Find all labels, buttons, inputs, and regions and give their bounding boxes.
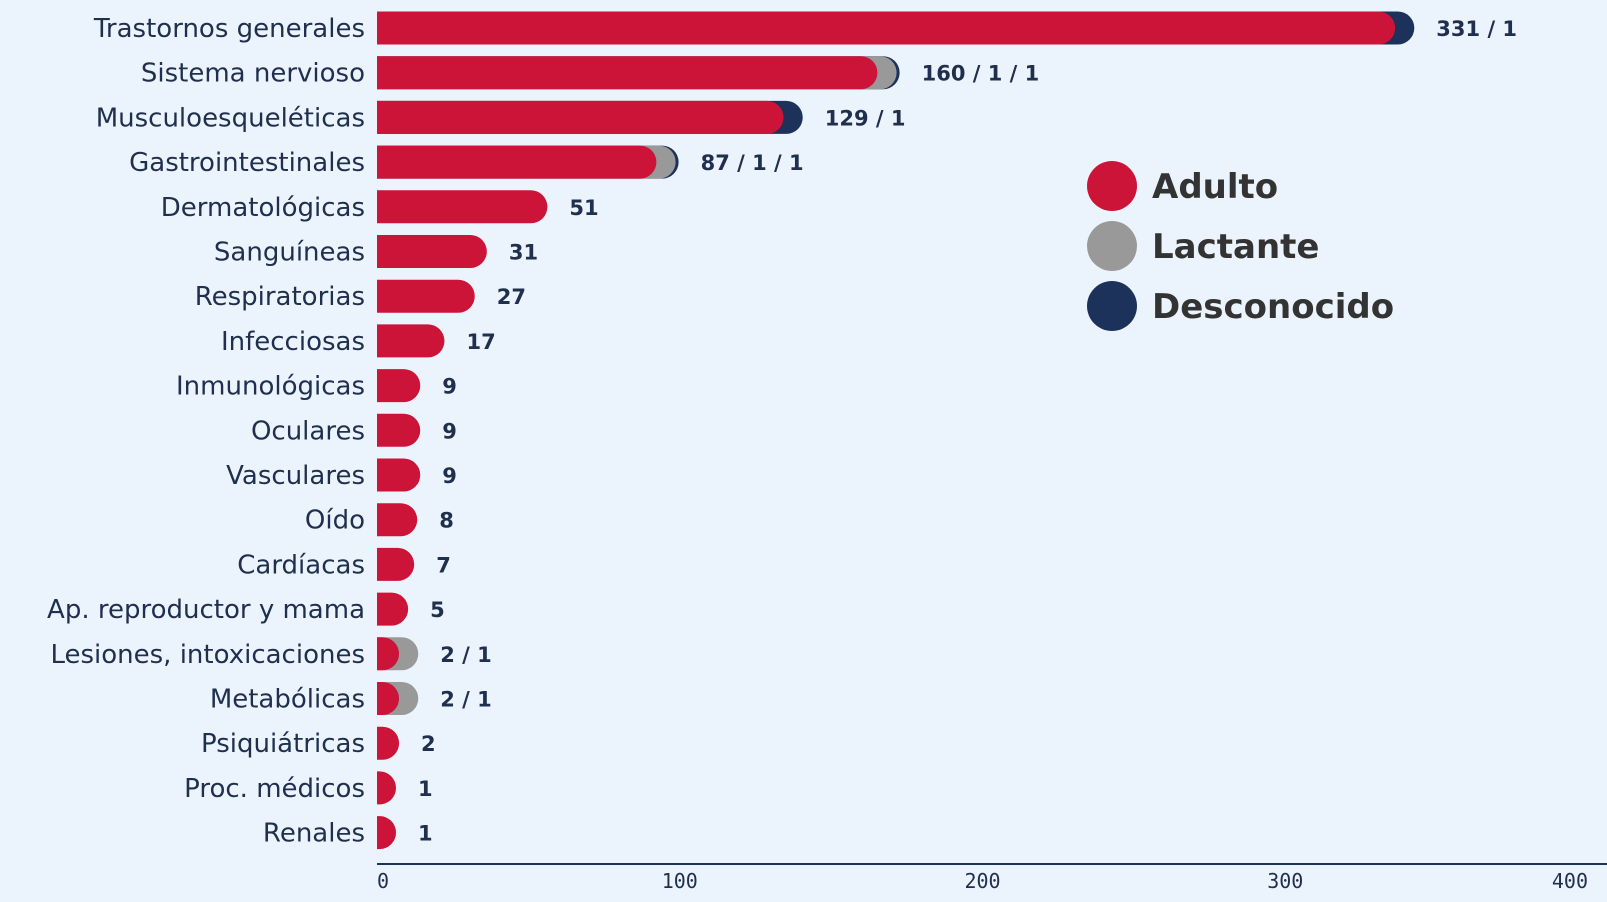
- category-label: Trastornos generales: [93, 14, 365, 44]
- value-label: 2 / 1: [440, 688, 492, 712]
- value-label: 7: [436, 553, 451, 577]
- category-label: Gastrointestinales: [129, 148, 365, 178]
- bar-adulto: [377, 816, 397, 850]
- bar-adulto: [377, 503, 418, 537]
- category-labels: Trastornos generales Sistema nervioso Musc…: [47, 14, 365, 849]
- category-label: Proc. médicos: [184, 774, 365, 804]
- category-label: Psiquiátricas: [201, 729, 365, 759]
- category-label: Cardíacas: [237, 550, 365, 580]
- category-label: Vasculares: [226, 461, 365, 491]
- value-label: 9: [442, 419, 457, 443]
- bar-adulto: [377, 56, 878, 90]
- category-label: Oído: [305, 506, 365, 536]
- bar-adulto: [377, 547, 415, 581]
- category-label: Renales: [263, 819, 365, 849]
- bar-adulto: [377, 369, 421, 403]
- category-label: Oculares: [251, 416, 365, 446]
- category-label: Sanguíneas: [214, 238, 365, 268]
- bar-adulto: [377, 190, 548, 224]
- value-label: 160 / 1 / 1: [922, 62, 1040, 86]
- bar-adulto: [377, 324, 445, 358]
- value-label: 1: [418, 777, 433, 801]
- category-label: Infecciosas: [221, 327, 365, 357]
- category-label: Metabólicas: [210, 685, 365, 715]
- legend-swatch-desconocido: [1087, 281, 1137, 331]
- x-tick-label: 300: [1267, 869, 1303, 893]
- bar-adulto: [377, 592, 409, 626]
- bar-adulto: [377, 235, 487, 268]
- value-label: 2 / 1: [440, 643, 492, 667]
- bar-adulto: [377, 458, 421, 492]
- legend-label: Lactante: [1152, 227, 1319, 267]
- value-label: 1: [418, 822, 433, 846]
- category-label: Musculoesqueléticas: [96, 103, 365, 133]
- bar-adulto: [377, 279, 475, 313]
- bar-adulto: [377, 145, 657, 179]
- x-tick-label: 400: [1552, 869, 1588, 893]
- x-tick-label: 100: [662, 869, 698, 893]
- x-axis: 0 100 200 300 400: [377, 863, 1607, 893]
- value-label: 17: [466, 330, 495, 354]
- value-label: 5: [430, 598, 445, 622]
- value-label: 129 / 1: [825, 106, 906, 130]
- value-label: 87 / 1 / 1: [701, 151, 804, 175]
- value-label: 331 / 1: [1436, 17, 1517, 41]
- value-label: 9: [442, 464, 457, 488]
- value-label: 31: [509, 241, 538, 265]
- value-label: 8: [439, 509, 454, 533]
- bar-adulto: [377, 100, 784, 134]
- value-label: 9: [442, 375, 457, 399]
- bar-adulto: [377, 726, 400, 760]
- legend-label: Desconocido: [1152, 287, 1394, 327]
- bar-adulto: [377, 413, 421, 447]
- category-label: Dermatológicas: [161, 193, 365, 223]
- value-label: 27: [497, 285, 526, 309]
- legend-swatch-lactante: [1087, 221, 1137, 271]
- bar-adulto: [377, 771, 397, 805]
- category-label: Lesiones, intoxicaciones: [50, 640, 365, 670]
- legend: Adulto Lactante Desconocido: [1087, 161, 1394, 331]
- x-tick-label: 0: [377, 869, 389, 893]
- category-label: Sistema nervioso: [141, 59, 365, 89]
- bar-adulto: [377, 11, 1396, 45]
- category-label: Respiratorias: [195, 282, 365, 312]
- category-label: Inmunológicas: [176, 372, 365, 402]
- bar-adulto: [377, 682, 400, 715]
- legend-swatch-adulto: [1087, 161, 1137, 211]
- bar-adulto: [377, 637, 400, 671]
- value-label: 2: [421, 732, 436, 756]
- x-tick-label: 200: [964, 869, 1000, 893]
- category-label: Ap. reproductor y mama: [47, 595, 365, 625]
- value-label: 51: [569, 196, 598, 220]
- legend-label: Adulto: [1152, 167, 1278, 207]
- bars: [377, 11, 1415, 850]
